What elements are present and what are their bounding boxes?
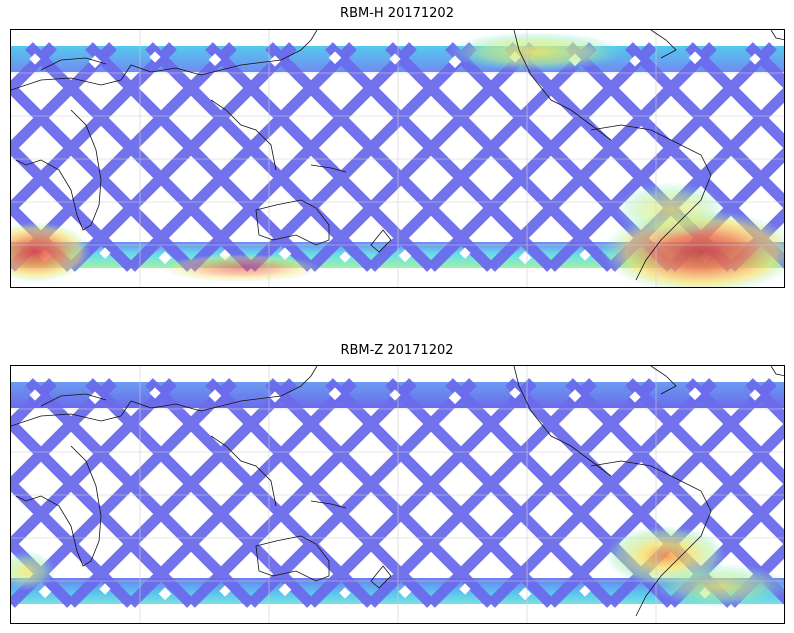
coastlines [11,366,784,617]
map-panel-rbm-h [10,29,785,288]
map-rbm-h [11,30,784,287]
panel-title-rbm-z: RBM-Z 20171202 [340,343,454,358]
swath-grid [11,32,784,287]
swath-grid [11,378,784,608]
coastlines [11,30,784,281]
panel-title-rbm-h: RBM-H 20171202 [340,6,454,21]
gridlines [11,30,784,287]
map-panel-rbm-z [10,365,785,624]
map-rbm-z [11,366,784,623]
gridlines [11,366,784,623]
